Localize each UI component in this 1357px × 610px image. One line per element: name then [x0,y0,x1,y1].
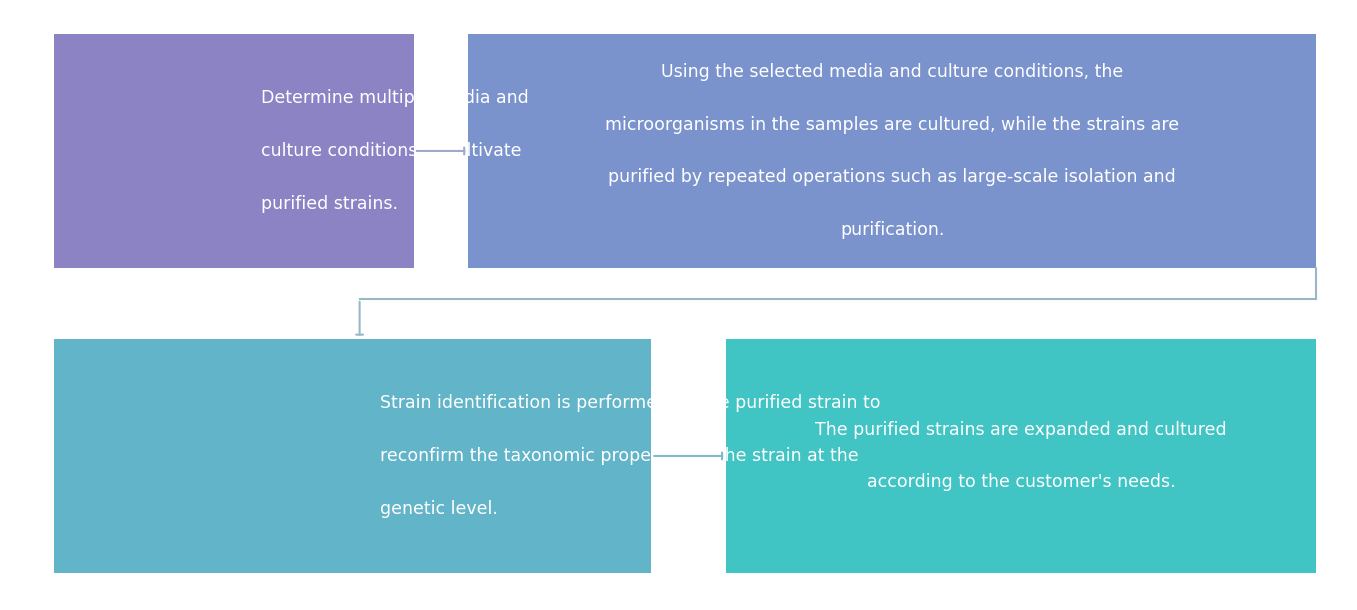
FancyBboxPatch shape [54,339,651,573]
Text: Strain identification is performed on the purified strain to

reconfirm the taxo: Strain identification is performed on th… [380,394,881,518]
Text: Using the selected media and culture conditions, the

microorganisms in the samp: Using the selected media and culture con… [605,63,1179,239]
Text: Determine multiple media and

culture conditions to cultivate

purified strains.: Determine multiple media and culture con… [262,89,529,213]
Text: The purified strains are expanded and cultured

according to the customer's need: The purified strains are expanded and cu… [816,420,1227,492]
FancyBboxPatch shape [726,339,1316,573]
FancyBboxPatch shape [468,34,1316,268]
FancyBboxPatch shape [54,34,414,268]
